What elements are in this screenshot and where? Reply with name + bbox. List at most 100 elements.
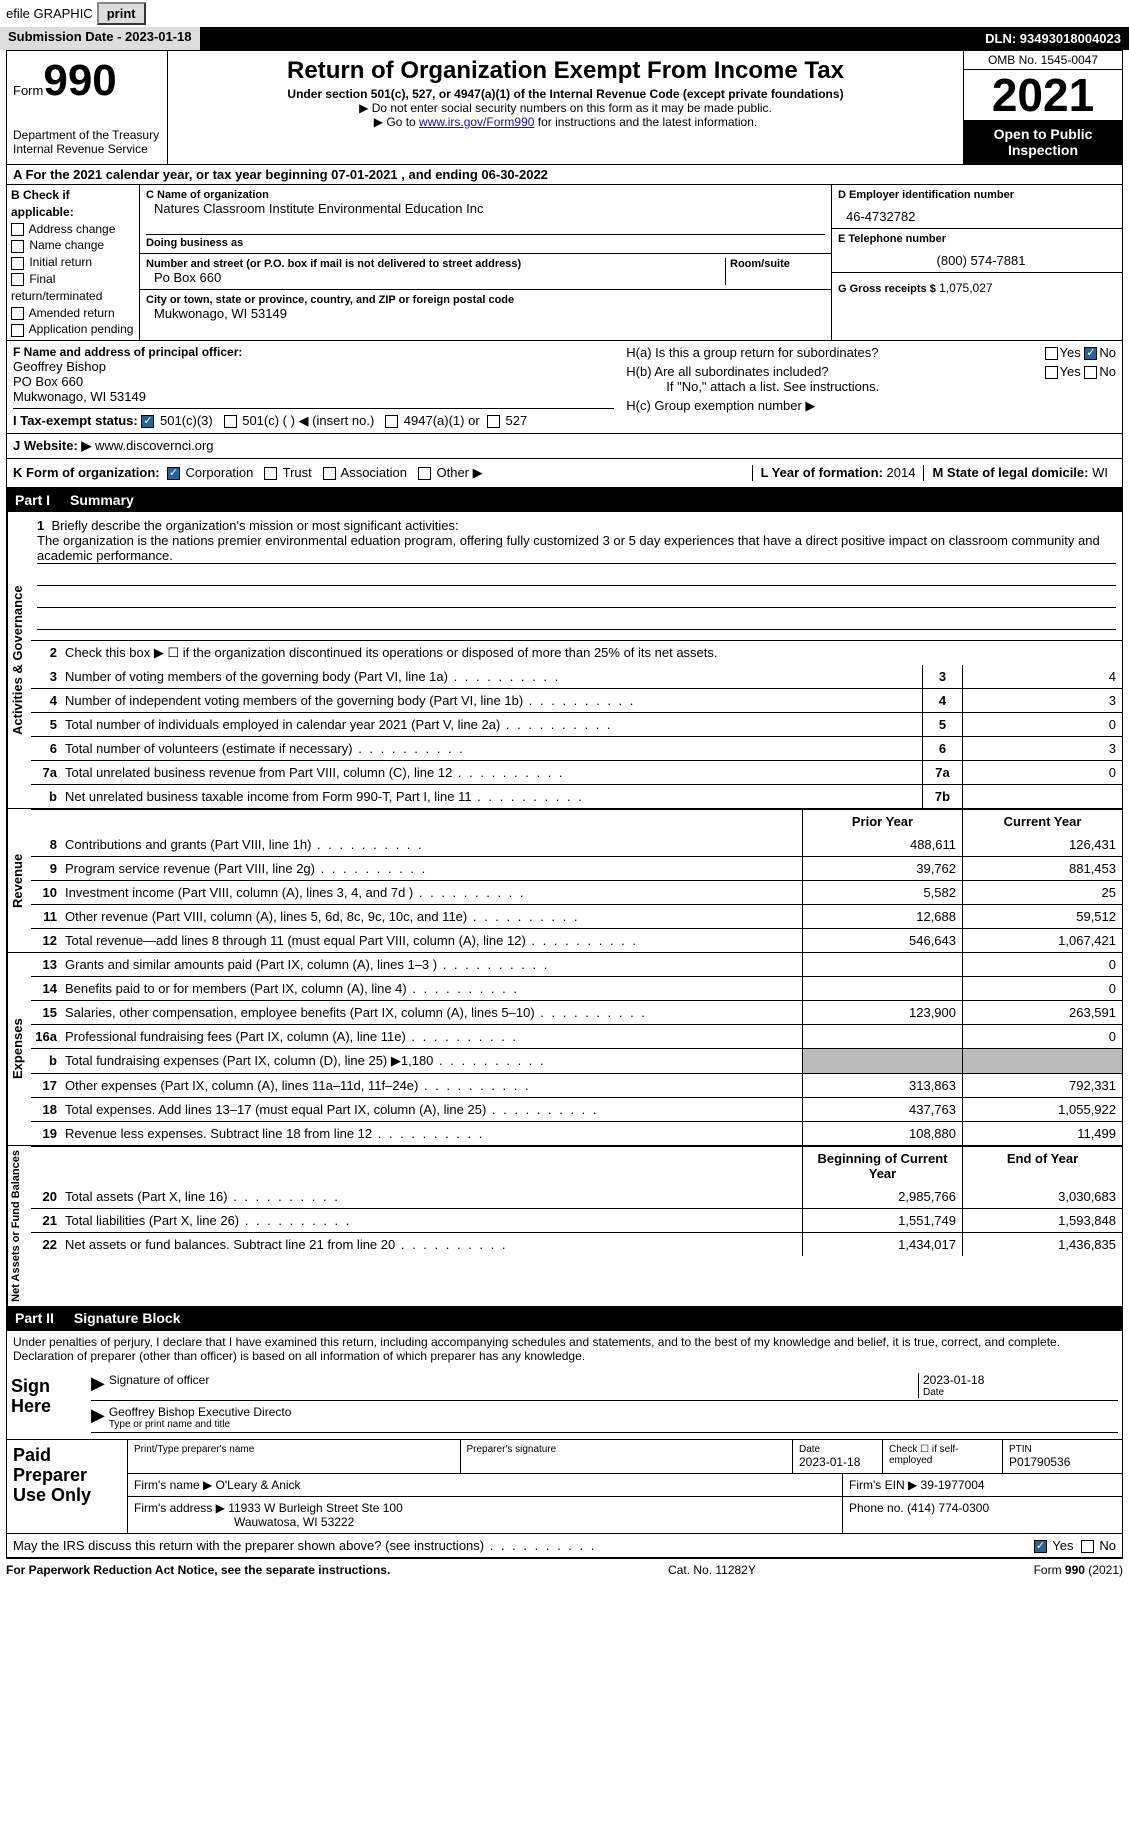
hb-note: If "No," attach a list. See instructions… bbox=[626, 379, 1116, 394]
note-ssn: ▶ Do not enter social security numbers o… bbox=[174, 101, 957, 115]
chk-501c3[interactable] bbox=[141, 415, 154, 428]
ha-yes[interactable] bbox=[1045, 347, 1058, 360]
discuss-yes[interactable] bbox=[1034, 1540, 1047, 1553]
dept-label: Department of the Treasury Internal Reve… bbox=[13, 128, 161, 157]
net-col-header: Beginning of Current Year End of Year bbox=[31, 1146, 1122, 1185]
submission-bar: Submission Date - 2023-01-18 DLN: 934930… bbox=[0, 27, 1129, 50]
ha-label: H(a) Is this a group return for subordin… bbox=[626, 345, 878, 360]
city-label: City or town, state or province, country… bbox=[146, 294, 825, 306]
paid-label: Paid Preparer Use Only bbox=[7, 1440, 127, 1533]
org-name-label: C Name of organization bbox=[146, 189, 825, 201]
summary-row: 13Grants and similar amounts paid (Part … bbox=[31, 953, 1122, 976]
summary-row: 7aTotal unrelated business revenue from … bbox=[31, 760, 1122, 784]
org-name: Natures Classroom Institute Environmenta… bbox=[146, 201, 825, 216]
omb-number: OMB No. 1545-0047 bbox=[964, 51, 1122, 70]
city-value: Mukwonago, WI 53149 bbox=[146, 306, 825, 321]
section-fh: F Name and address of principal officer:… bbox=[7, 341, 1122, 434]
chk-address[interactable]: Address change bbox=[11, 221, 135, 238]
summary-row: 22Net assets or fund balances. Subtract … bbox=[31, 1232, 1122, 1256]
chk-final[interactable]: Final return/terminated bbox=[11, 271, 135, 305]
summary-row: 3Number of voting members of the governi… bbox=[31, 665, 1122, 688]
line-i: I Tax-exempt status: 501(c)(3) 501(c) ( … bbox=[13, 408, 614, 429]
summary-row: 9Program service revenue (Part VIII, lin… bbox=[31, 856, 1122, 880]
gross-value: 1,075,027 bbox=[939, 281, 992, 295]
chk-527[interactable] bbox=[487, 415, 500, 428]
summary-row: 4Number of independent voting members of… bbox=[31, 688, 1122, 712]
form-subtitle: Under section 501(c), 527, or 4947(a)(1)… bbox=[174, 87, 957, 101]
website-value: www.discovernci.org bbox=[95, 438, 214, 453]
revenue-col-header: Prior Year Current Year bbox=[31, 809, 1122, 833]
ptin: P01790536 bbox=[1009, 1455, 1116, 1469]
addr-value: Po Box 660 bbox=[146, 270, 725, 285]
chk-pending[interactable]: Application pending bbox=[11, 321, 135, 338]
firm-city: Wauwatosa, WI 53222 bbox=[134, 1515, 354, 1529]
efile-label: efile GRAPHIC bbox=[6, 6, 93, 21]
side-activities: Activities & Governance bbox=[7, 512, 31, 808]
firm-ein: 39-1977004 bbox=[921, 1478, 985, 1492]
form-id: Form 990 (2021) bbox=[1034, 1563, 1123, 1577]
firm-addr: 11933 W Burleigh Street Ste 100 bbox=[228, 1501, 403, 1515]
header-left: Form990 Department of the Treasury Inter… bbox=[7, 51, 167, 164]
summary-row: 12Total revenue—add lines 8 through 11 (… bbox=[31, 928, 1122, 952]
officer-city: Mukwonago, WI 53149 bbox=[13, 389, 614, 404]
summary-row: 20Total assets (Part X, line 16)2,985,76… bbox=[31, 1185, 1122, 1208]
self-employed[interactable]: Check ☐ if self-employed bbox=[882, 1440, 1002, 1473]
print-button[interactable]: print bbox=[97, 2, 146, 25]
sign-here-section: Sign Here ▶ Signature of officer 2023-01… bbox=[7, 1367, 1122, 1440]
summary-activities: Activities & Governance 1 Briefly descri… bbox=[7, 512, 1122, 808]
form-title: Return of Organization Exempt From Incom… bbox=[174, 57, 957, 85]
chk-other[interactable] bbox=[418, 467, 431, 480]
summary-row: 8Contributions and grants (Part VIII, li… bbox=[31, 833, 1122, 856]
box-h: H(a) Is this a group return for subordin… bbox=[620, 341, 1122, 433]
officer-label: F Name and address of principal officer: bbox=[13, 345, 614, 359]
summary-row: 10Investment income (Part VIII, column (… bbox=[31, 880, 1122, 904]
chk-trust[interactable] bbox=[264, 467, 277, 480]
sig-date: 2023-01-18 bbox=[923, 1373, 1118, 1387]
chk-corp[interactable] bbox=[167, 467, 180, 480]
summary-row: 19Revenue less expenses. Subtract line 1… bbox=[31, 1121, 1122, 1145]
summary-row: 17Other expenses (Part IX, column (A), l… bbox=[31, 1073, 1122, 1097]
gross-label: G Gross receipts $ bbox=[838, 283, 936, 295]
part2-header: Part IISignature Block bbox=[7, 1306, 1122, 1330]
side-net: Net Assets or Fund Balances bbox=[7, 1146, 31, 1306]
line2: 2Check this box ▶ ☐ if the organization … bbox=[31, 640, 1122, 665]
ein-label: D Employer identification number bbox=[838, 189, 1116, 201]
phone-label: E Telephone number bbox=[838, 233, 1116, 245]
summary-row: 18Total expenses. Add lines 13–17 (must … bbox=[31, 1097, 1122, 1121]
chk-4947[interactable] bbox=[385, 415, 398, 428]
year-formation: 2014 bbox=[887, 465, 916, 480]
line-a: A For the 2021 calendar year, or tax yea… bbox=[7, 165, 1122, 185]
summary-net: Net Assets or Fund Balances Beginning of… bbox=[7, 1145, 1122, 1306]
summary-row: 5Total number of individuals employed in… bbox=[31, 712, 1122, 736]
dba-label: Doing business as bbox=[146, 234, 825, 249]
hb-yes[interactable] bbox=[1045, 366, 1058, 379]
discuss-no[interactable] bbox=[1081, 1540, 1094, 1553]
header-center: Return of Organization Exempt From Incom… bbox=[167, 51, 964, 164]
paperwork-note: For Paperwork Reduction Act Notice, see … bbox=[6, 1563, 390, 1577]
chk-assoc[interactable] bbox=[323, 467, 336, 480]
summary-row: 14Benefits paid to or for members (Part … bbox=[31, 976, 1122, 1000]
hb-label: H(b) Are all subordinates included? bbox=[626, 364, 828, 379]
tax-year: 2021 bbox=[964, 70, 1122, 120]
box-c: C Name of organization Natures Classroom… bbox=[139, 185, 832, 340]
chk-initial[interactable]: Initial return bbox=[11, 254, 135, 271]
room-label: Room/suite bbox=[730, 258, 825, 270]
summary-row: 21Total liabilities (Part X, line 26)1,5… bbox=[31, 1208, 1122, 1232]
chk-501c[interactable] bbox=[224, 415, 237, 428]
addr-label: Number and street (or P.O. box if mail i… bbox=[146, 258, 725, 270]
ha-no[interactable] bbox=[1084, 347, 1097, 360]
irs-link[interactable]: www.irs.gov/Form990 bbox=[419, 115, 534, 129]
declaration: Under penalties of perjury, I declare th… bbox=[7, 1330, 1122, 1367]
hb-no[interactable] bbox=[1084, 366, 1097, 379]
form-number: Form990 bbox=[13, 55, 161, 108]
part1-header: Part ISummary bbox=[7, 488, 1122, 512]
chk-name[interactable]: Name change bbox=[11, 237, 135, 254]
hc-label: H(c) Group exemption number ▶ bbox=[626, 398, 1116, 414]
side-revenue: Revenue bbox=[7, 809, 31, 952]
chk-amended[interactable]: Amended return bbox=[11, 305, 135, 322]
discuss-row: May the IRS discuss this return with the… bbox=[7, 1534, 1122, 1558]
firm-phone: (414) 774-0300 bbox=[907, 1501, 989, 1515]
summary-expenses: Expenses 13Grants and similar amounts pa… bbox=[7, 952, 1122, 1145]
summary-row: 16aProfessional fundraising fees (Part I… bbox=[31, 1024, 1122, 1048]
footer: For Paperwork Reduction Act Notice, see … bbox=[0, 1559, 1129, 1581]
